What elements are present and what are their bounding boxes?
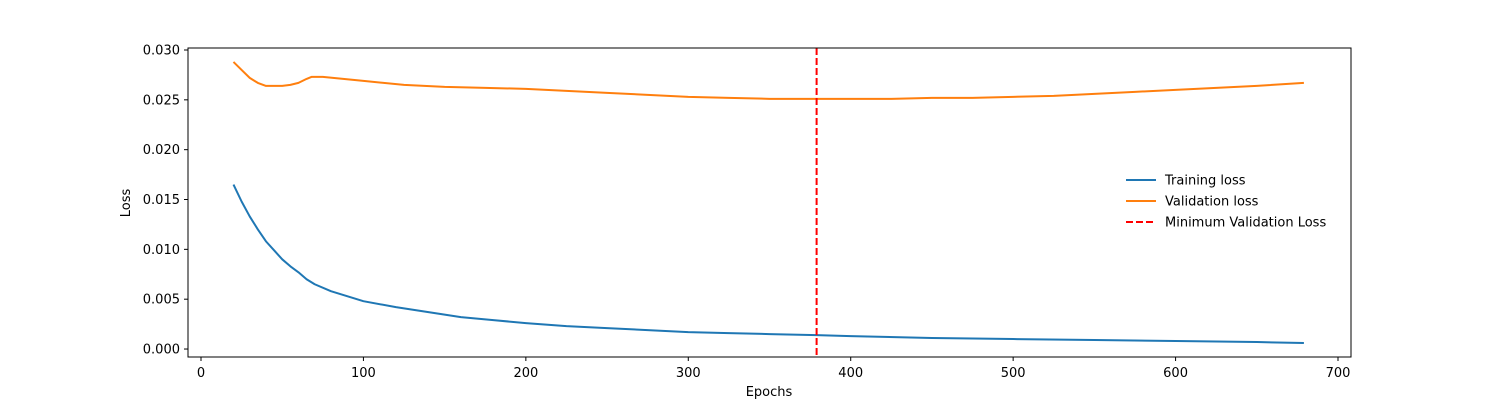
x-tick-label: 300 (676, 366, 701, 381)
y-tick-label: 0.005 (143, 293, 180, 308)
legend-label: Training loss (1164, 174, 1246, 189)
x-tick-label: 600 (1163, 366, 1188, 381)
series-layer (232, 48, 1304, 357)
y-tick-label: 0.030 (143, 43, 180, 58)
x-tick-label: 700 (1326, 366, 1351, 381)
legend: Training loss Validation loss Minimum Vali… (1126, 174, 1326, 231)
x-tick-label: 0 (197, 366, 205, 381)
y-axis-label: Loss (119, 189, 134, 218)
y-tick-label: 0.025 (143, 93, 180, 108)
y-tick-label: 0.015 (143, 193, 180, 208)
x-tick-label: 100 (351, 366, 376, 381)
legend-label: Validation loss (1165, 195, 1259, 210)
series-line-training-loss (232, 184, 1304, 345)
x-tick-label: 500 (1001, 366, 1026, 381)
axes-frame (187, 47, 1352, 358)
y-tick-label: 0.010 (143, 243, 180, 258)
x-tick-label: 400 (838, 366, 863, 381)
y-tick-label: 0.020 (143, 143, 180, 158)
legend-label: Minimum Validation Loss (1165, 216, 1326, 231)
x-axis: 0 100 200 300 400 500 600 700 (197, 357, 1351, 381)
y-tick-label: 0.000 (143, 343, 180, 358)
series-line-validation-loss (232, 61, 1304, 100)
y-axis: 0.000 0.005 0.010 0.015 0.020 0.025 0.030 (143, 43, 188, 358)
x-tick-label: 200 (513, 366, 538, 381)
plot-area (187, 47, 1352, 358)
x-axis-label: Epochs (746, 385, 793, 400)
